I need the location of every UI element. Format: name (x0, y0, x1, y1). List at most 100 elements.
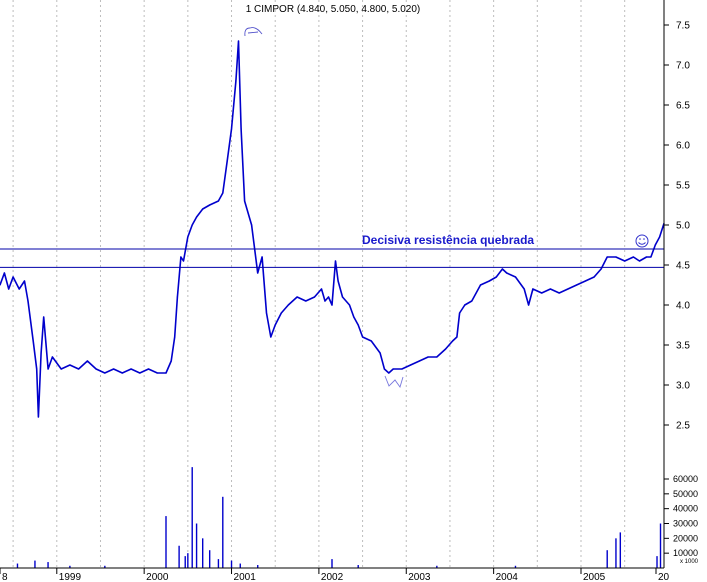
price-point-98 (593, 276, 595, 278)
price-point-59 (331, 304, 333, 306)
price-point-75 (427, 356, 429, 358)
price-point-63 (348, 304, 351, 306)
price-point-70 (388, 372, 390, 374)
price-point-5 (23, 280, 26, 282)
price-point-0 (0, 284, 1, 286)
price-point-97 (584, 280, 586, 282)
price-tick-label-6: 5.5 (676, 181, 690, 192)
price-point-108 (659, 236, 661, 238)
price-tick-label-1: 3.0 (676, 381, 690, 392)
price-point-2 (8, 288, 10, 290)
volume-tick-label-2: 30000 (673, 519, 698, 529)
price-point-25 (156, 372, 158, 374)
price-tick-label-4: 4.5 (676, 261, 690, 272)
price-point-81 (464, 304, 466, 306)
volume-tick-label-1: 20000 (673, 533, 698, 543)
peak-doodle-icon (244, 27, 263, 37)
price-point-90 (527, 304, 530, 306)
price-point-56 (320, 288, 323, 290)
price-tick-label-10: 7.5 (676, 21, 690, 32)
price-point-66 (361, 336, 364, 338)
price-point-48 (265, 312, 268, 314)
price-point-17 (86, 360, 88, 362)
price-point-55 (313, 296, 316, 298)
price-point-77 (444, 348, 447, 350)
price-point-87 (506, 272, 508, 274)
price-point-71 (392, 368, 394, 370)
price-point-22 (130, 368, 132, 370)
volume-bars (16, 467, 662, 568)
price-point-21 (121, 372, 123, 374)
price-tick-label-7: 6.0 (676, 141, 690, 152)
price-point-84 (488, 280, 490, 282)
price-point-40 (230, 128, 233, 130)
x-tick-label-6: 2004 (496, 572, 519, 582)
price-point-86 (501, 268, 503, 270)
price-point-51 (280, 312, 282, 314)
price-point-43 (240, 128, 242, 130)
x-tick-label-4: 2002 (321, 572, 344, 582)
price-point-107 (654, 244, 656, 246)
volume-tick-label-4: 50000 (673, 489, 698, 499)
price-point-8 (36, 368, 38, 370)
price-point-99 (600, 268, 602, 270)
price-point-46 (257, 272, 259, 274)
price-point-79 (456, 336, 458, 338)
volume-tick-label-3: 40000 (673, 504, 698, 514)
price-point-94 (558, 292, 560, 294)
x-tick-label-8: 20 (658, 572, 670, 582)
price-point-47 (261, 256, 263, 258)
price-point-26 (165, 372, 167, 374)
volume-unit-label: x 1000 (680, 559, 699, 565)
volume-tick-label-0: 10000 (673, 548, 698, 558)
price-point-64 (353, 316, 355, 318)
price-point-52 (287, 304, 289, 306)
x-tick-label-0: 8 (2, 572, 8, 582)
price-point-76 (436, 356, 438, 358)
price-point-19 (104, 372, 106, 374)
price-point-23 (139, 372, 141, 374)
price-point-50 (274, 324, 276, 326)
price-point-12 (47, 368, 49, 370)
price-point-78 (451, 340, 454, 342)
x-tick-label-3: 2001 (234, 572, 257, 582)
price-tick-label-8: 6.5 (676, 101, 690, 112)
price-point-74 (418, 360, 420, 362)
price-point-13 (51, 356, 54, 358)
price-point-3 (12, 276, 14, 278)
price-point-29 (176, 296, 178, 298)
price-point-39 (226, 160, 228, 162)
price-point-32 (187, 236, 189, 238)
price-point-58 (327, 296, 330, 298)
price-point-37 (217, 200, 220, 202)
price-point-95 (567, 288, 569, 290)
price-point-93 (549, 288, 552, 290)
price-point-42 (237, 40, 240, 42)
price-point-41 (235, 80, 237, 82)
price-point-89 (523, 288, 525, 290)
price-point-60 (334, 260, 337, 262)
x-tick-label-7: 2005 (583, 572, 606, 582)
price-point-61 (337, 280, 339, 282)
price-point-72 (401, 368, 403, 370)
price-point-65 (357, 324, 359, 326)
annotation-text: Decisiva resistência quebrada (362, 233, 534, 247)
price-point-35 (202, 208, 204, 210)
price-point-49 (270, 336, 272, 338)
price-point-44 (244, 200, 246, 202)
price-tick-label-5: 5.0 (676, 221, 690, 232)
price-point-20 (112, 368, 115, 370)
price-point-9 (37, 416, 40, 418)
price-point-67 (370, 340, 372, 342)
price-point-85 (495, 276, 497, 278)
price-point-88 (514, 276, 517, 278)
price-point-38 (222, 192, 224, 194)
price-point-53 (296, 296, 298, 298)
x-tick-label-5: 2003 (408, 572, 431, 582)
price-point-57 (324, 300, 326, 302)
x-axis: 8 1999 2000 2001 2002 2003 2004 2005 20 (0, 568, 670, 582)
price-point-4 (18, 288, 20, 290)
price-point-91 (532, 288, 534, 290)
price-point-102 (624, 260, 626, 262)
